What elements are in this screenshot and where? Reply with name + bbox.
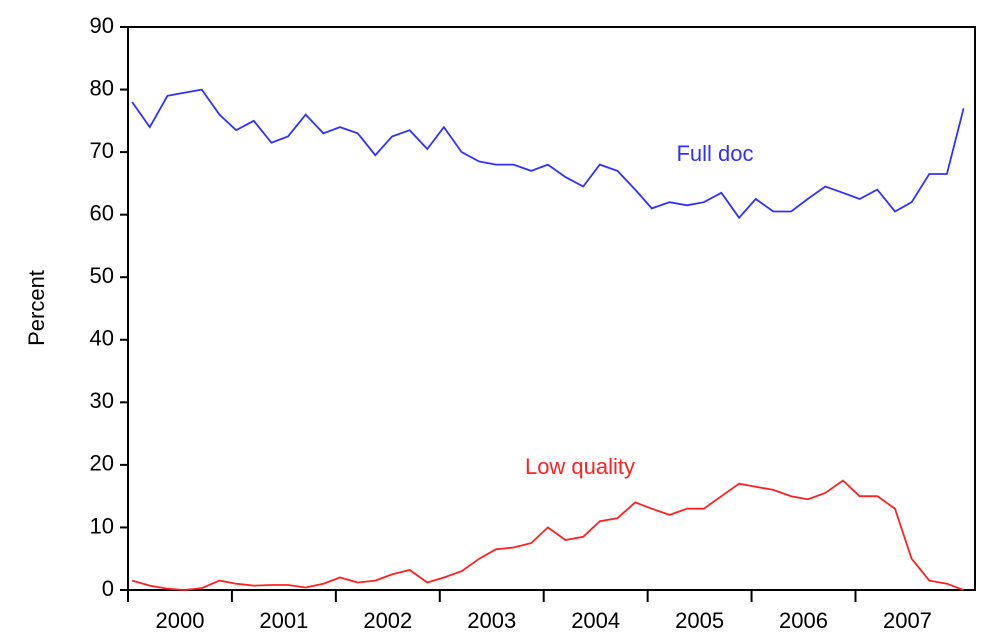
x-tick-label: 2000 [155,608,204,633]
y-axis-label: Percent [24,270,49,346]
y-tick-label: 70 [90,138,114,163]
y-tick-label: 10 [90,513,114,538]
series-label: Low quality [525,454,635,479]
y-tick-label: 50 [90,263,114,288]
y-tick-label: 90 [90,13,114,38]
x-tick-label: 2007 [883,608,932,633]
x-tick-label: 2003 [467,608,516,633]
series-label: Full doc [676,141,753,166]
plot-frame [127,26,976,591]
x-tick-label: 2005 [675,608,724,633]
x-tick-label: 2004 [571,608,620,633]
x-tick-label: 2001 [259,608,308,633]
x-tick-label: 2002 [363,608,412,633]
y-tick-label: 60 [90,200,114,225]
x-tick-label: 2006 [779,608,828,633]
y-tick-label: 0 [102,576,114,601]
series-line [131,479,964,591]
y-tick-label: 20 [90,451,114,476]
y-tick-label: 80 [90,75,114,100]
y-tick-label: 40 [90,326,114,351]
y-tick-label: 30 [90,388,114,413]
series-line [131,88,965,220]
